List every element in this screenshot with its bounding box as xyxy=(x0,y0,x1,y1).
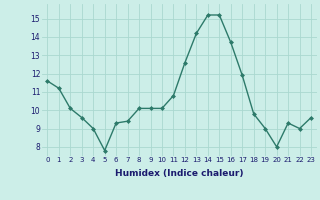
X-axis label: Humidex (Indice chaleur): Humidex (Indice chaleur) xyxy=(115,169,244,178)
